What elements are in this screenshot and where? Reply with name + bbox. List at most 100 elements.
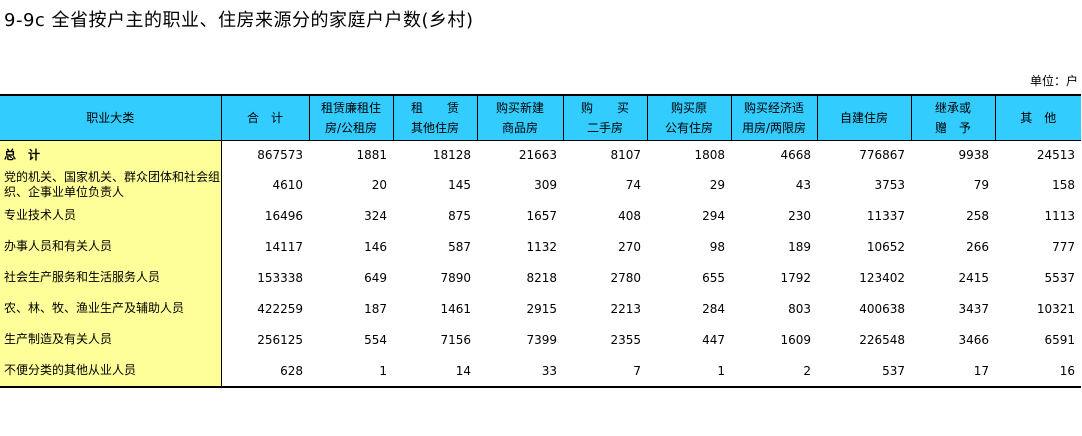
table-cell: 145 [448, 177, 471, 192]
table-cell: 1113 [1044, 208, 1075, 223]
column-header-line: 购买新建 [495, 101, 544, 115]
column-header-line: 赠 予 [934, 121, 971, 135]
row-category: 党的机关、国家机关、群众团体和社会组织、企事业单位负责人 [0, 169, 222, 200]
column-header-line: 租 赁 [410, 101, 459, 115]
table-cell: 10652 [866, 239, 905, 254]
table-cell: 21663 [518, 148, 557, 162]
table-cell: 1461 [440, 301, 471, 316]
table-cell: 1609 [780, 332, 811, 347]
table-cell: 1792 [780, 270, 811, 285]
table-cell: 2 [731, 355, 817, 388]
table-cell: 447 [702, 332, 725, 347]
column-header: 租赁廉租住 房/公租房 [308, 94, 393, 141]
table-cell: 16496 [264, 208, 303, 223]
column-header: 购 买二手房 [562, 94, 647, 141]
table-cell: 7156 [440, 332, 471, 347]
table-row: 农、林、牧、渔业生产及辅助人员 422259 187 1461 2915 2213 284 8… [0, 293, 1081, 324]
column-header-line: 公有住房 [664, 121, 713, 135]
table-cell: 18128 [432, 148, 471, 162]
table-cell: 2915 [526, 301, 557, 316]
table-cell: 867573 [257, 148, 303, 162]
header-row: 职业大类合 计租赁廉租住 房/公租房租 赁其他住房 购买新建 商品房购 买二手房 购买原… [0, 94, 1081, 141]
column-header-line: 用房/两限房 [741, 121, 807, 135]
table-cell: 777 [1052, 239, 1075, 254]
table-cell: 1881 [356, 148, 387, 162]
table-cell: 189 [788, 239, 811, 254]
table-cell: 158 [1052, 177, 1075, 192]
column-header: 自建住房 [816, 94, 911, 141]
table-cell: 776867 [859, 148, 905, 162]
table-cell: 803 [788, 301, 811, 316]
table-cell: 123402 [859, 270, 905, 285]
table-cell: 43 [795, 177, 811, 192]
table-cell: 146 [364, 239, 387, 254]
table-cell: 230 [788, 208, 811, 223]
table-cell: 226548 [859, 332, 905, 347]
table-cell: 7 [563, 355, 647, 388]
column-header-line: 二手房 [586, 121, 623, 135]
row-category: 社会生产服务和生活服务人员 [0, 262, 222, 293]
table-cell: 1657 [526, 208, 557, 223]
table-row: 不便分类的其他从业人员 628 1 14 33 7 1 2 537 17 16 [0, 355, 1081, 388]
table-cell: 7890 [440, 270, 471, 285]
table-cell: 309 [534, 177, 557, 192]
column-header: 合 计 [220, 94, 309, 141]
table-row: 党的机关、国家机关、群众团体和社会组织、企事业单位负责人 4610 20 145 309… [0, 169, 1081, 200]
table-row: 社会生产服务和生活服务人员 153338 649 7890 8218 2780 655 179… [0, 262, 1081, 293]
table-cell: 1 [647, 355, 731, 388]
table-cell: 3466 [958, 332, 989, 347]
table-row: 办事人员和有关人员 14117 146 587 1132 270 98 189 10652 266… [0, 231, 1081, 262]
table-row: 生产制造及有关人员 256125 554 7156 7399 2355 447 1609 226… [0, 324, 1081, 355]
column-header: 继承或赠 予 [910, 94, 995, 141]
table-cell: 3437 [958, 301, 989, 316]
table-cell: 3753 [874, 177, 905, 192]
column-header-line: 其他住房 [410, 121, 459, 135]
table-cell: 587 [448, 239, 471, 254]
table-cell: 153338 [257, 270, 303, 285]
table-cell: 294 [702, 208, 725, 223]
table-cell: 6591 [1044, 332, 1075, 347]
row-category: 生产制造及有关人员 [0, 324, 222, 355]
column-header-line: 购买经济适 [743, 101, 804, 115]
table-cell: 29 [709, 177, 725, 192]
table-cell: 400638 [859, 301, 905, 316]
table-cell: 408 [618, 208, 641, 223]
table-cell: 20 [371, 177, 387, 192]
table-row: 总 计 867573 1881 18128 21663 8107 1808 4668 77686… [0, 140, 1081, 169]
column-header: 其 他 [994, 94, 1081, 141]
table-cell: 8107 [610, 148, 641, 162]
table-cell: 649 [364, 270, 387, 285]
column-header-line: 购 买 [580, 101, 629, 115]
table-cell: 1 [309, 355, 393, 388]
table-cell: 9938 [958, 148, 989, 162]
table-cell: 8218 [526, 270, 557, 285]
table-cell: 266 [966, 239, 989, 254]
table-row: 专业技术人员 16496 324 875 1657 408 294 230 11337 258 11… [0, 200, 1081, 231]
table-cell: 98 [709, 239, 725, 254]
table-cell: 2780 [610, 270, 641, 285]
column-header: 职业大类 [0, 94, 221, 141]
table-cell: 4668 [780, 148, 811, 162]
column-header-line: 租赁廉租住 [320, 101, 381, 115]
column-header: 租 赁其他住房 [392, 94, 477, 141]
table-cell: 5537 [1044, 270, 1075, 285]
column-header: 购买经济适用房/两限房 [730, 94, 817, 141]
table-cell: 33 [477, 355, 563, 388]
column-header-line: 职业大类 [86, 111, 135, 125]
table-cell: 422259 [257, 301, 303, 316]
table-cell: 256125 [257, 332, 303, 347]
table-cell: 1132 [526, 239, 557, 254]
table-cell: 258 [966, 208, 989, 223]
table-cell: 2213 [610, 301, 641, 316]
column-header: 购买新建 商品房 [476, 94, 563, 141]
table-cell: 14117 [264, 239, 303, 254]
column-header-line: 其 他 [1020, 111, 1057, 125]
column-header-line: 商品房 [501, 121, 538, 135]
table-cell: 324 [364, 208, 387, 223]
table-cell: 24513 [1036, 148, 1075, 162]
column-header: 购买原 公有住房 [646, 94, 731, 141]
column-header-line: 自建住房 [839, 111, 888, 125]
table-cell: 628 [221, 355, 309, 388]
unit-label: 单位：户 [1029, 74, 1078, 88]
table-cell: 187 [364, 301, 387, 316]
